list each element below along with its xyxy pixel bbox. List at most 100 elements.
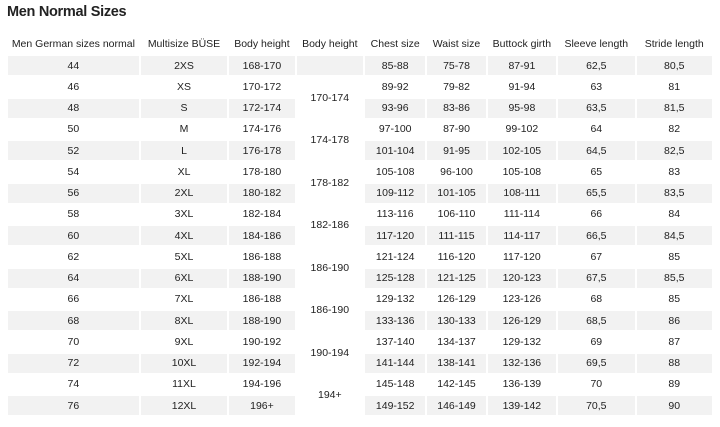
cell: 129-132 <box>502 335 542 348</box>
cell: 4XL <box>140 226 228 246</box>
cell: 186-188 <box>242 250 282 263</box>
cell: 176-178 <box>229 141 295 161</box>
cell: 129-132 <box>375 293 415 306</box>
cell: 188-190 <box>229 268 295 288</box>
cell: 102-105 <box>487 141 557 161</box>
cell: 44 <box>8 56 139 76</box>
cell: 60 <box>8 226 139 246</box>
cell: 111-114 <box>503 208 540 221</box>
table-body: 44 2XS 168-170 85-88 75-78 87-91 62,5 80,5 46 XS 1… <box>8 56 712 416</box>
cell: 85 <box>668 250 681 263</box>
cell: 89-92 <box>381 80 409 93</box>
cell: 65,5 <box>558 183 635 203</box>
cell: 69 <box>590 335 603 348</box>
cell: 64 <box>8 268 139 288</box>
cell: 97-100 <box>378 123 412 136</box>
cell: XS <box>176 80 191 93</box>
cell: 149-152 <box>365 396 426 416</box>
cell: 2XL <box>140 183 228 203</box>
cell: 88 <box>636 353 712 373</box>
cell: 2XS <box>140 56 228 76</box>
cell: 91-94 <box>508 80 536 93</box>
cell: 48 <box>8 98 139 118</box>
cell: 70 <box>67 335 80 348</box>
table-row: 66 7XL 186-188 186-190 129-132 126-129 123-126… <box>8 290 712 316</box>
cell: 56 <box>8 183 139 203</box>
cell: M <box>179 123 189 136</box>
cell: 65 <box>590 165 603 178</box>
cell: 146-149 <box>427 396 486 416</box>
table-row: 44 2XS 168-170 85-88 75-78 87-91 62,5 80,5 <box>8 56 712 76</box>
cell: 54 <box>67 165 80 178</box>
cell: 70 <box>590 378 603 391</box>
merged-cell: 178-182 <box>310 176 350 189</box>
cell: 101-104 <box>365 141 426 161</box>
cell: 74 <box>67 378 80 391</box>
cell: 75-78 <box>427 56 486 76</box>
cell: 109-112 <box>365 183 426 203</box>
cell: 52 <box>8 141 139 161</box>
cell: 72 <box>8 353 139 373</box>
cell: 67,5 <box>558 268 635 288</box>
cell: 114-117 <box>487 226 557 246</box>
column-header: Body height <box>302 38 358 50</box>
cell: 116-120 <box>437 250 476 263</box>
cell: 190-192 <box>242 335 282 348</box>
cell: 113-116 <box>376 208 414 221</box>
table-row: 76 12XL 196+ 149-152 146-149 139-142 70,5 90 <box>8 396 712 416</box>
cell: 6XL <box>140 268 228 288</box>
column-header: Body height <box>234 38 290 50</box>
cell: 66 <box>67 293 80 306</box>
cell: 105-108 <box>502 165 542 178</box>
cell: 168-170 <box>229 56 295 76</box>
cell: 7XL <box>174 293 194 306</box>
cell: 68,5 <box>558 311 635 331</box>
cell: XL <box>177 165 191 178</box>
cell: 90 <box>636 396 712 416</box>
cell: 126-129 <box>487 311 557 331</box>
cell: 85-88 <box>365 56 426 76</box>
cell: 108-111 <box>487 183 557 203</box>
cell: 81,5 <box>636 98 712 118</box>
table-row: 62 5XL 186-188 186-190 121-124 116-120 117-120… <box>8 247 712 274</box>
cell: 136-139 <box>502 378 542 391</box>
column-header: Sleeve length <box>564 38 629 50</box>
cell: 68 <box>8 311 139 331</box>
merged-cell: 186-190 <box>310 304 350 316</box>
table-row: 58 3XL 182-184 182-186 113-116 106-110 111-114… <box>8 205 712 231</box>
table-row: 46 XS 170-172 170-174 89-92 79-82 91-94 63 81 <box>8 77 712 104</box>
cell: 137-140 <box>375 335 415 348</box>
cell: 62,5 <box>558 56 635 76</box>
cell: 66,5 <box>558 226 635 246</box>
cell: 101-105 <box>427 183 486 203</box>
cell: 80,5 <box>636 56 712 76</box>
cell: 186-188 <box>242 293 282 306</box>
merged-cell: 174-178 <box>310 134 350 146</box>
cell: 192-194 <box>229 353 295 373</box>
empty-cell <box>296 56 363 76</box>
merged-cell: 190-194 <box>310 346 350 359</box>
cell: 10XL <box>140 353 228 373</box>
cell: 194-196 <box>242 378 282 391</box>
cell: 132-136 <box>487 353 557 373</box>
table-row: 48 S 172-174 93-96 83-86 95-98 63,5 81,5 <box>8 98 712 118</box>
cell: 99-102 <box>505 123 539 136</box>
cell: 46 <box>67 80 80 93</box>
cell: 84 <box>668 208 681 221</box>
cell: 68 <box>590 293 603 306</box>
cell: 9XL <box>174 335 194 348</box>
table-row: 74 11XL 194-196 194+ 145-148 142-145 136-139 70… <box>8 375 712 401</box>
column-header: Men German sizes normal <box>11 38 135 50</box>
cell: 130-133 <box>427 311 486 331</box>
cell: 63,5 <box>558 98 635 118</box>
cell: 133-136 <box>365 311 426 331</box>
cell: 89 <box>668 378 681 391</box>
cell: 85,5 <box>636 268 712 288</box>
cell: 87-91 <box>487 56 557 76</box>
cell: 180-182 <box>229 183 295 203</box>
table-row: 54 XL 178-180 178-182 105-108 96-100 105-108 65… <box>8 162 712 189</box>
cell: 84,5 <box>636 226 712 246</box>
cell: 58 <box>67 208 80 221</box>
cell: 86 <box>636 311 712 331</box>
